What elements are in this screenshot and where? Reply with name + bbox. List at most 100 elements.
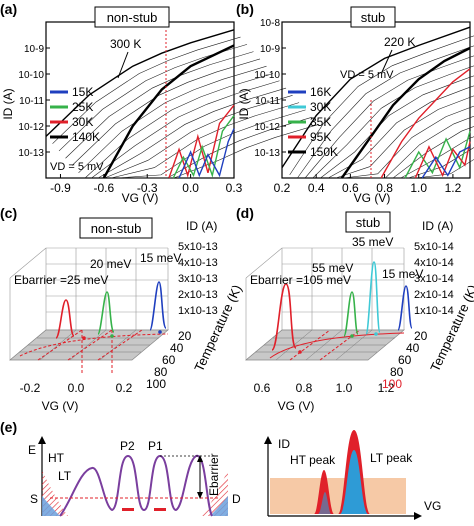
panel-c-peak-green	[97, 291, 115, 335]
panel-a-title-box	[94, 6, 170, 28]
panel-b-xlabel: VG (V)	[354, 191, 391, 205]
panel-d-ztick-label: 60	[398, 353, 412, 367]
panel-a-legend-label: 25K	[72, 100, 93, 114]
panel-d-15mev: 15 meV	[382, 267, 423, 281]
panel-b-title: stub	[361, 10, 386, 25]
panel-b-legend-label: 35K	[310, 115, 331, 129]
panel-e-lt-peak-label: LT peak	[370, 451, 413, 465]
panel-c-15mev: 15 meV	[140, 251, 181, 265]
panel-c-peak-blue	[149, 281, 167, 331]
panel-d-ylabel: ID (A)	[422, 219, 453, 233]
panel-b-bundle-line	[312, 65, 474, 179]
panel-c-ebarrier: Ebarrier =25 meV	[14, 273, 108, 287]
panel-b-bundle-line	[343, 105, 474, 179]
panel-d-ytick-label: 5x10-14	[414, 241, 454, 253]
panel-a-bundle-line	[65, 51, 254, 159]
panel-e-schematic: E HT LT S D P2 P1 Ebarrier ID HT peak LT…	[28, 430, 441, 520]
panel-b-series-35k	[404, 131, 471, 179]
panel-a-xtick-label: 0.0	[182, 181, 199, 195]
panel-d-xlabel: VG (V)	[278, 399, 315, 413]
panel-c-fit-curve	[19, 333, 169, 357]
panel-b-bundle-line	[289, 35, 474, 176]
panel-d-55mev: 55 meV	[312, 261, 353, 275]
panel-e-lt-label: LT	[58, 469, 72, 483]
panel-b-series-150k	[340, 46, 471, 179]
panel-b-xtick-label: 0.8	[376, 181, 393, 195]
panel-c-xlabel: VG (V)	[42, 399, 79, 413]
panel-c-chart: non-stub Ebarrier =25 meV 20 meV 15 meV …	[9, 217, 245, 413]
panel-b-xtick-label: 0.4	[308, 181, 325, 195]
panel-c-ytick-label: 5x10-13	[178, 241, 218, 253]
panel-d-ztick-label: 80	[390, 365, 404, 379]
panel-d-ytick-label: 3x10-14	[414, 273, 454, 285]
panel-a-series-30k	[168, 104, 235, 179]
panel-d-xtick-label: 1.0	[336, 381, 353, 395]
panel-b-legend-label: 150K	[310, 145, 338, 159]
panel-b-arrow	[381, 49, 393, 73]
panel-d-xtick-label: 0.6	[254, 381, 271, 395]
panel-d-title: stub	[356, 215, 381, 230]
panel-a-ytick-label: 10-12	[18, 122, 44, 133]
panel-e-ht-peak-label: HT peak	[290, 453, 336, 467]
panel-b-series-95k	[380, 68, 471, 179]
panel-c-ztick-label: 20	[178, 329, 192, 343]
panel-d-xtick-label: 0.8	[296, 381, 313, 395]
panel-a-bundle-line	[71, 58, 261, 166]
panel-b-vd-label: VD = 5 mV	[340, 69, 394, 81]
panel-e-p1-label: P1	[148, 439, 163, 453]
panel-e-vg-label: VG	[424, 499, 441, 513]
panel-c-xtick-label: 0.2	[116, 381, 133, 395]
panel-e-background-band	[270, 478, 406, 514]
panel-b-ytick-label: 10-13	[254, 148, 280, 159]
panel-d-ytick-label: 4x10-14	[414, 257, 454, 269]
panel-c-ztick-label: 80	[154, 365, 168, 379]
panel-a-ytick-label: 10-9	[24, 44, 44, 55]
panel-e-e-label: E	[28, 443, 36, 457]
panel-c-ytick-label: 2x10-13	[178, 289, 218, 301]
panel-label-c: (c)	[0, 205, 17, 221]
panel-b-ytick-label: 10-12	[254, 122, 280, 133]
panel-c-ytick-label: 4x10-13	[178, 257, 218, 269]
panel-c-ztick-label: 40	[170, 341, 184, 355]
panel-b-series-30k	[414, 141, 471, 179]
panel-b-xtick-label: 1.2	[445, 181, 462, 195]
panel-d-fit-curve	[269, 332, 405, 359]
panel-a-bundle-line	[111, 102, 300, 179]
panel-e-lt-peak-blue	[340, 450, 368, 514]
panel-d-ebarrier: Ebarrier =105 meV	[250, 273, 351, 287]
panel-d-ytick-label: 1x10-14	[414, 305, 454, 317]
panel-b-series-220k	[281, 26, 471, 168]
panel-a-legend-label: 140K	[72, 130, 100, 144]
panel-c-xtick-label: 0.0	[68, 381, 85, 395]
panel-c-ztick-label: 100	[146, 377, 166, 391]
panel-c-xtick-label: -0.2	[20, 381, 41, 395]
panel-a-bundle-line	[91, 80, 280, 179]
panel-a-chart: -0.9 -0.6 -0.3 0.0 0.3 10-9 10-10 10-11 10-12 10-…	[1, 6, 319, 205]
panel-e-ht-peak	[314, 470, 334, 514]
panel-e-ebarrier-label: Ebarrier	[207, 453, 221, 496]
panel-d-35mev: 35 meV	[352, 235, 393, 249]
panel-c-peak-red	[55, 299, 75, 339]
panel-a-bundle-line	[104, 95, 293, 179]
panel-d-ztick-label: 40	[406, 341, 420, 355]
panel-c-ztick-label: 60	[162, 353, 176, 367]
panel-label-d: (d)	[236, 205, 254, 221]
panel-a-xtick-label: -0.9	[50, 181, 71, 195]
panel-a-xtick-label: -0.6	[94, 181, 115, 195]
panel-b-legend-label: 95K	[310, 130, 331, 144]
panel-a-bundle-line	[52, 36, 241, 144]
panel-b-chart: 0.2 0.4 0.6 0.8 1.0 1.2 10-8 10-9 10-10 10-11 10-1…	[237, 6, 474, 205]
panel-b-bundle-line	[358, 126, 474, 179]
panel-d-ztick-label: 20	[414, 329, 428, 343]
panel-a-xlabel: VG (V)	[122, 191, 159, 205]
panel-a-series-300k	[45, 29, 235, 137]
panel-b-bundle-line	[297, 45, 474, 179]
panel-c-ytick-label: 1x10-13	[178, 305, 218, 317]
panel-a-series-15k	[178, 128, 235, 179]
panel-a-arrow	[117, 51, 129, 79]
panel-b-bundle-line	[328, 85, 474, 179]
panel-a-ylabel: ID (A)	[1, 88, 15, 119]
